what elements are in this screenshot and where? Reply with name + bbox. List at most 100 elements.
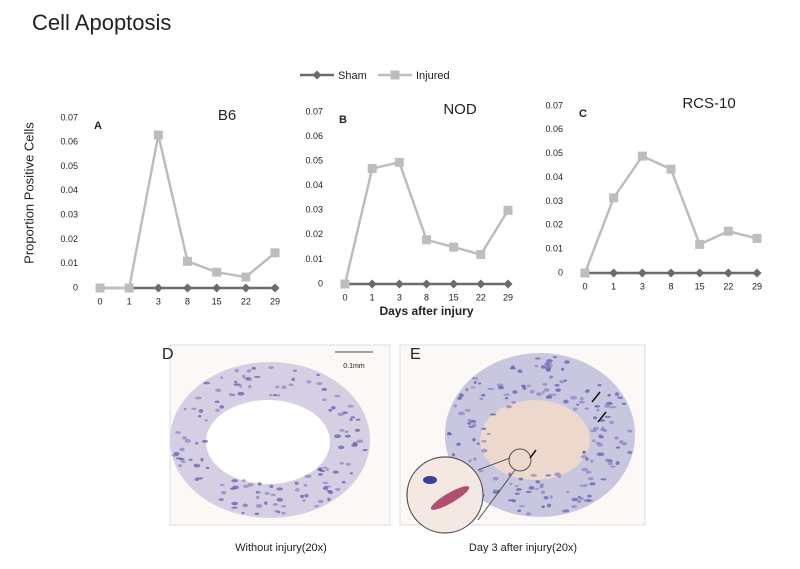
y-tick-label: 0.05 <box>545 148 563 158</box>
marker <box>95 283 105 293</box>
y-tick-label: 0.07 <box>305 106 323 116</box>
y-tick-label: 0 <box>558 267 563 277</box>
x-tick-label: 8 <box>185 296 190 306</box>
marker <box>666 268 676 278</box>
y-tick-label: 0.01 <box>545 244 563 254</box>
marker <box>394 157 404 167</box>
marker <box>367 279 377 289</box>
marker <box>183 283 192 293</box>
chart-title: B6 <box>218 107 236 124</box>
x-tick-label: 8 <box>668 281 673 291</box>
panel-label: E <box>410 346 421 363</box>
series-line <box>343 160 510 285</box>
marker <box>476 279 486 289</box>
marker <box>124 283 134 293</box>
x-axis-label: Days after injury <box>379 304 473 318</box>
micrograph-e <box>399 344 646 534</box>
y-tick-label: 0.07 <box>545 100 563 110</box>
marker <box>153 130 163 140</box>
chart-title: NOD <box>443 101 477 118</box>
y-tick-label: 0.01 <box>60 258 78 268</box>
y-tick-label: 0 <box>73 282 78 292</box>
marker <box>609 193 619 203</box>
y-tick-label: 0.03 <box>545 196 563 206</box>
x-tick-label: 29 <box>270 296 280 306</box>
marker <box>212 283 222 293</box>
x-tick-label: 1 <box>611 281 616 291</box>
x-tick-label: 0 <box>97 296 102 306</box>
panel-label: D <box>162 346 174 363</box>
marker <box>422 279 431 289</box>
chart-title: RCS-10 <box>682 95 735 112</box>
x-tick-label: 8 <box>424 292 429 302</box>
figure-title: Cell Apoptosis <box>32 10 171 35</box>
marker <box>723 226 733 236</box>
x-tick-label: 22 <box>723 281 733 291</box>
y-tick-label: 0.01 <box>305 254 323 264</box>
y-tick-label: 0.06 <box>305 131 323 141</box>
marker <box>476 250 486 260</box>
marker <box>241 272 251 282</box>
marker <box>367 164 377 174</box>
y-tick-label: 0.05 <box>60 161 78 171</box>
marker <box>580 268 590 278</box>
x-tick-label: 15 <box>449 292 459 302</box>
panel-letter: A <box>94 120 102 132</box>
marker <box>153 283 163 293</box>
marker <box>212 267 222 277</box>
x-tick-label: 3 <box>397 292 402 302</box>
marker <box>637 268 647 278</box>
x-tick-label: 0 <box>582 281 587 291</box>
marker <box>637 151 647 161</box>
y-tick-label: 0.05 <box>305 156 323 166</box>
y-tick-label: 0.07 <box>60 112 78 122</box>
x-tick-label: 22 <box>241 296 251 306</box>
marker <box>390 70 400 80</box>
marker <box>312 70 322 80</box>
marker <box>752 268 762 278</box>
marker <box>394 279 404 289</box>
marker <box>270 283 280 293</box>
scale-bar-label: 0.1mm <box>343 363 365 370</box>
marker <box>666 164 676 174</box>
marker <box>449 242 459 252</box>
x-tick-label: 3 <box>640 281 645 291</box>
x-tick-label: 29 <box>752 281 762 291</box>
y-tick-label: 0.03 <box>305 205 323 215</box>
y-tick-label: 0.04 <box>305 180 323 190</box>
y-tick-label: 0.03 <box>60 210 78 220</box>
marker <box>449 279 459 289</box>
caption: Without injury(20x) <box>235 542 327 554</box>
x-tick-label: 1 <box>370 292 375 302</box>
y-tick-label: 0.06 <box>60 137 78 147</box>
panel-letter: C <box>579 108 587 120</box>
marker <box>503 205 513 215</box>
x-tick-label: 22 <box>476 292 486 302</box>
marker <box>695 239 705 249</box>
caption: Day 3 after injury(20x) <box>469 542 577 554</box>
y-tick-label: 0.04 <box>60 185 78 195</box>
x-tick-label: 1 <box>127 296 132 306</box>
marker <box>723 268 733 278</box>
marker <box>503 279 513 289</box>
y-tick-label: 0.06 <box>545 124 563 134</box>
marker <box>695 268 705 278</box>
y-tick-label: 0 <box>318 278 323 288</box>
x-tick-label: 15 <box>212 296 222 306</box>
marker <box>270 248 280 258</box>
marker <box>183 256 192 266</box>
marker <box>752 233 762 243</box>
y-tick-label: 0.04 <box>545 172 563 182</box>
legend-label: Injured <box>416 70 450 82</box>
x-tick-label: 15 <box>695 281 705 291</box>
x-tick-label: 3 <box>156 296 161 306</box>
panel-letter: B <box>339 114 347 126</box>
y-tick-label: 0.02 <box>305 229 323 239</box>
micrograph-d <box>169 344 391 526</box>
y-tick-label: 0.02 <box>60 234 78 244</box>
x-tick-label: 29 <box>503 292 513 302</box>
marker <box>609 268 619 278</box>
y-axis-label: Proportion Positive Cells <box>21 122 36 264</box>
